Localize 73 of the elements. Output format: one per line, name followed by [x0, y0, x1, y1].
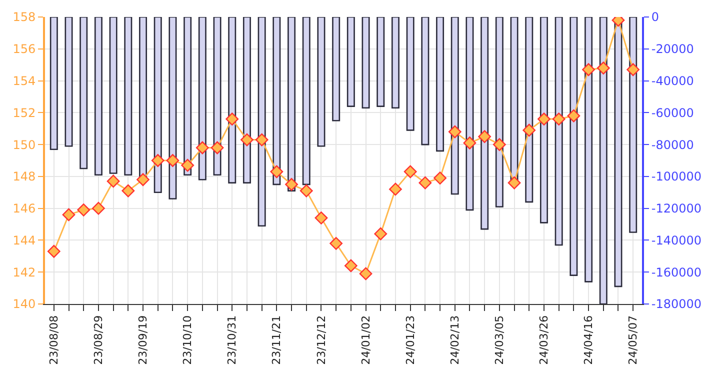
point	[92, 202, 105, 215]
x-tick-label: 23/12/12	[314, 315, 328, 365]
x-tick-label: 24/05/07	[626, 315, 640, 365]
point	[122, 184, 135, 198]
x-tick-label: 23/11/21	[270, 315, 284, 365]
point	[538, 112, 550, 126]
y-tick-label: 152	[12, 106, 36, 120]
point	[552, 112, 566, 126]
point	[77, 203, 90, 216]
point	[404, 165, 417, 178]
y2-tick-label: -120000	[651, 202, 702, 216]
point	[300, 184, 313, 198]
point	[196, 141, 209, 154]
point	[166, 154, 180, 167]
y-tick-label: 140	[12, 297, 36, 312]
y2-tick-label: -60000	[651, 106, 694, 120]
point	[330, 236, 343, 250]
point	[567, 109, 580, 122]
point	[151, 154, 164, 167]
x-tick-label: 24/04/16	[582, 315, 596, 365]
point	[47, 244, 60, 258]
point	[181, 158, 194, 172]
point	[255, 133, 268, 146]
point	[626, 63, 640, 76]
x-tick-label: 23/10/10	[181, 315, 194, 365]
x-tick-label: 24/01/02	[359, 315, 372, 365]
y-tick-label: 158	[12, 10, 36, 24]
point	[226, 112, 239, 126]
point	[240, 133, 254, 146]
point	[582, 63, 595, 76]
y2-tick-label: -100000	[651, 170, 702, 184]
y-tick-label: 146	[12, 202, 36, 216]
y2-tick-label: -180000	[651, 297, 702, 312]
y-tick-label: 150	[12, 138, 36, 152]
x-tick-label: 23/09/19	[136, 315, 150, 365]
point	[596, 62, 610, 74]
y2-tick-label: -40000	[651, 74, 694, 88]
point	[478, 130, 492, 144]
point	[463, 136, 476, 150]
point	[359, 267, 372, 280]
point	[210, 141, 224, 154]
point	[62, 208, 76, 222]
point	[285, 178, 298, 191]
point	[418, 176, 432, 190]
x-tick-label: 24/03/05	[493, 315, 506, 365]
x-tick-label: 23/08/08	[47, 315, 60, 365]
point	[136, 173, 150, 186]
point	[492, 138, 506, 152]
x-tick-label: 24/02/13	[448, 315, 462, 365]
y2-tick-label: -80000	[651, 138, 694, 152]
x-tick-label: 23/08/29	[92, 315, 106, 365]
point	[314, 211, 328, 224]
y2-tick-label: -20000	[651, 42, 694, 56]
point	[344, 259, 358, 272]
point	[522, 124, 536, 137]
y2-tick-label: -140000	[651, 233, 702, 248]
point	[106, 174, 120, 188]
point	[448, 125, 462, 138]
y-tick-label: 144	[12, 233, 36, 248]
y-tick-label: 142	[12, 265, 36, 280]
y-tick-label: 154	[12, 74, 36, 88]
y2-tick-label: -160000	[651, 265, 702, 280]
x-tick-label: 23/10/31	[226, 315, 239, 365]
point	[508, 176, 521, 190]
y-tick-label: 148	[12, 170, 36, 184]
point	[270, 165, 284, 178]
point	[434, 172, 446, 184]
point	[374, 227, 388, 240]
point	[389, 182, 402, 196]
x-tick-label: 24/03/26	[538, 315, 551, 365]
x-tick-label: 24/01/23	[404, 315, 417, 365]
y2-tick-label: 0	[651, 10, 660, 24]
y-tick-label: 156	[12, 42, 36, 56]
